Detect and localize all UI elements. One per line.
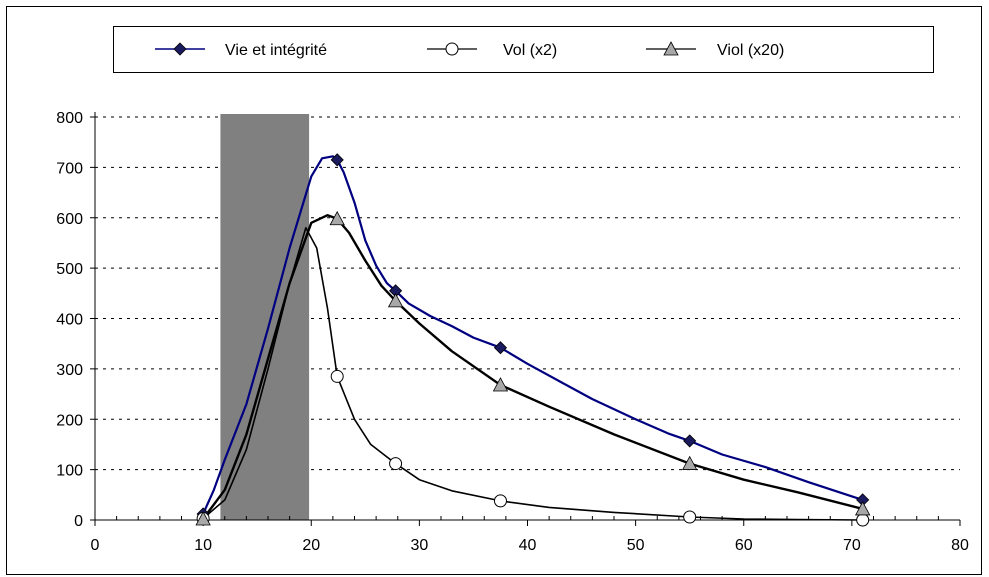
legend-label-vie: Vie et intégrité: [225, 42, 327, 59]
legend-item-vol: Vol (x2): [427, 42, 557, 59]
legend-marker-vie: [173, 42, 187, 56]
marker-vie-4: [683, 434, 697, 448]
y-tick-label-300: 300: [56, 362, 83, 379]
x-tick-label-20: 20: [302, 537, 320, 554]
legend-label-viol: Viol (x20): [717, 42, 784, 59]
x-tick-label-70: 70: [843, 537, 861, 554]
chart-border: [6, 6, 982, 575]
marker-vie-3: [493, 341, 508, 355]
y-tick-label-0: 0: [74, 513, 83, 530]
legend-box: [113, 26, 934, 73]
series-line-vol: [202, 227, 864, 521]
legend-marker-viol: [663, 41, 679, 56]
y-tick-label-400: 400: [56, 312, 83, 329]
marker-viol-2: [387, 293, 404, 308]
marker-vol-4: [683, 510, 697, 524]
legend-item-viol: Viol (x20): [646, 41, 784, 59]
marker-viol-0: [195, 511, 211, 526]
y-tick-label-100: 100: [56, 463, 83, 480]
x-tick-label-80: 80: [951, 537, 969, 554]
markers-layer: [195, 153, 871, 527]
x-tick-label-50: 50: [627, 537, 645, 554]
tick-labels: 0 100 200 300 400 500 600 700 800 0 10 20 30 40 50 60 70…: [56, 110, 969, 554]
y-tick-label-800: 800: [56, 110, 83, 127]
x-tick-label-30: 30: [410, 537, 428, 554]
x-tick-label-0: 0: [91, 537, 100, 554]
x-tick-label-60: 60: [735, 537, 753, 554]
shaded-band-layer: [220, 114, 310, 520]
x-tick-label-40: 40: [519, 537, 537, 554]
marker-vol-5: [856, 513, 870, 527]
marker-vie-1: [330, 153, 344, 167]
legend-item-vie: Vie et intégrité: [155, 42, 327, 59]
y-tick-label-200: 200: [56, 412, 83, 429]
marker-vol-3: [493, 494, 507, 508]
legend: Vie et intégrité Vol (x2) Viol (x20): [113, 26, 934, 73]
marker-viol-5: [855, 501, 871, 516]
series-line-viol: [201, 214, 864, 521]
marker-vol-2: [389, 457, 403, 471]
y-tick-label-700: 700: [56, 160, 83, 177]
x-tick-label-10: 10: [194, 537, 212, 554]
y-tick-label-500: 500: [56, 261, 83, 278]
marker-viol-4: [682, 455, 698, 470]
legend-marker-vol: [445, 42, 459, 56]
y-tick-label-600: 600: [56, 211, 83, 228]
marker-vol-1: [330, 369, 344, 383]
marker-viol-3: [492, 377, 509, 392]
axes: [90, 112, 961, 526]
legend-label-vol: Vol (x2): [503, 42, 557, 59]
shaded-band: [220, 114, 310, 520]
marker-viol-1: [329, 210, 345, 226]
